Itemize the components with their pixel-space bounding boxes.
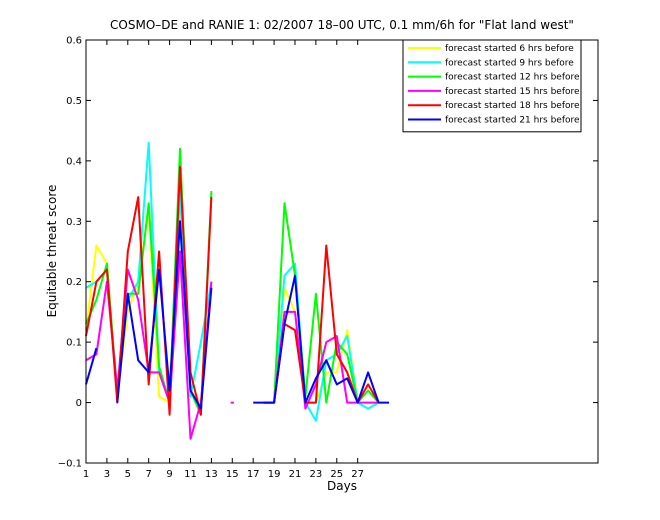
x-tick-label: 7 [146, 469, 152, 480]
x-tick-label: 25 [330, 469, 343, 480]
x-tick-label: 21 [289, 469, 302, 480]
y-tick-label: 0.3 [66, 217, 82, 228]
y-tick-label: −0.1 [58, 459, 82, 470]
series-6-line [85, 347, 98, 385]
x-tick-label: 1 [83, 469, 89, 480]
legend-label: forecast started 21 hrs before [445, 116, 580, 126]
series-6-line [253, 274, 389, 404]
x-tick-label: 3 [104, 469, 110, 480]
legend-label: forecast started 18 hrs before [445, 101, 580, 111]
legend-label: forecast started 12 hrs before [445, 73, 580, 83]
legend-item: forecast started 15 hrs before [408, 87, 580, 97]
legend-item: forecast started 21 hrs before [408, 116, 580, 126]
y-tick-label: 0.1 [66, 338, 82, 349]
chart-title: COSMO–DE and RANIE 1: 02/2007 18–00 UTC,… [110, 18, 574, 32]
legend-item: forecast started 12 hrs before [408, 73, 580, 83]
legend-item: forecast started 18 hrs before [408, 101, 580, 111]
legend-item: forecast started 6 hrs before [408, 44, 574, 54]
series-5-line [85, 165, 213, 416]
plot-area [85, 141, 389, 440]
series-4-line [263, 310, 379, 410]
y-tick-label: 0 [76, 398, 82, 409]
x-tick-label: 17 [247, 469, 260, 480]
x-tick-label: 5 [125, 469, 131, 480]
legend-label: forecast started 15 hrs before [445, 87, 580, 97]
x-tick-label: 27 [351, 469, 364, 480]
x-tick-label: 9 [166, 469, 172, 480]
y-tick-label: 0.5 [66, 96, 82, 107]
x-axis-label: Days [327, 479, 357, 493]
legend: forecast started 6 hrs before forecast st… [402, 39, 582, 133]
y-axis-label: Equitable threat score [45, 185, 59, 318]
axes-frame [85, 39, 599, 464]
legend-box [402, 39, 582, 133]
y-axis: −0.1 0 0.1 0.2 0.3 0.4 0.5 0.6 [58, 36, 598, 470]
x-tick-label: 23 [310, 469, 323, 480]
y-tick-label: 0.6 [66, 36, 82, 47]
legend-label: forecast started 6 hrs before [445, 44, 574, 54]
x-tick-label: 15 [226, 469, 239, 480]
series-6 [85, 220, 389, 410]
x-axis: 1 3 5 7 9 11 13 15 17 19 21 23 25 27 [83, 40, 364, 480]
legend-label: forecast started 9 hrs before [445, 58, 574, 68]
x-tick-label: 13 [205, 469, 218, 480]
y-tick-label: 0.4 [66, 156, 82, 167]
series-6-line [116, 220, 213, 410]
legend-item: forecast started 9 hrs before [408, 58, 574, 68]
y-tick-label: 0.2 [66, 277, 82, 288]
x-tick-label: 19 [268, 469, 281, 480]
x-tick-label: 11 [184, 469, 197, 480]
